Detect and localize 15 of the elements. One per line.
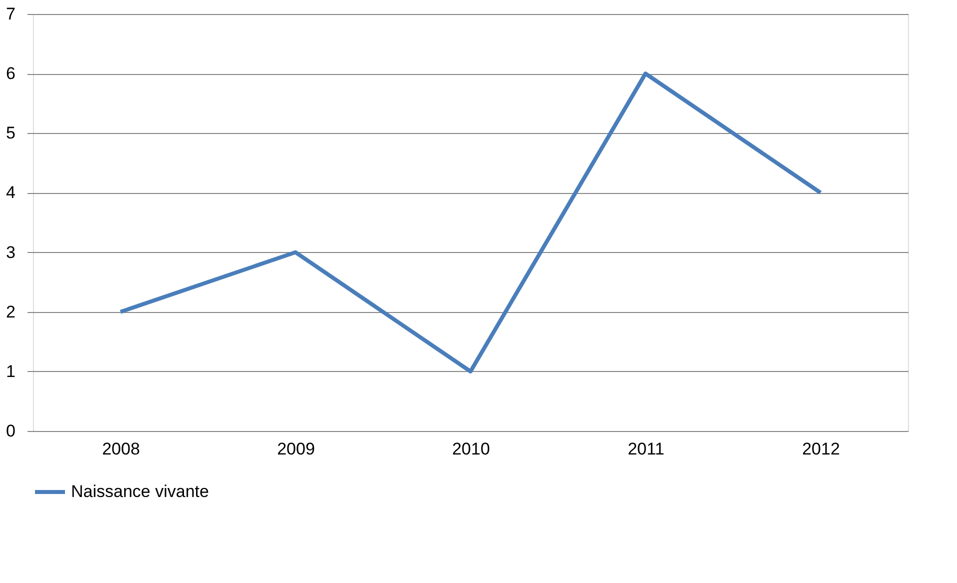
y-tick-label: 0	[6, 422, 16, 440]
y-tick-label: 3	[6, 242, 16, 262]
y-tick-label: 5	[6, 124, 16, 143]
legend-label: Naissance vivante	[71, 482, 209, 501]
x-tick-label: 2010	[452, 440, 490, 458]
x-tick-label: 2012	[802, 440, 840, 458]
y-tick-label: 4	[6, 183, 16, 202]
x-tick-label: 2011	[628, 440, 664, 458]
y-tick-label: 7	[6, 4, 16, 24]
x-tick-label: 2008	[102, 440, 140, 458]
line-series	[118, 72, 822, 374]
y-tick-label: 6	[6, 64, 16, 84]
y-tick-label: 1	[6, 362, 16, 381]
y-tick-label: 2	[6, 302, 16, 322]
x-tick-label: 2009	[277, 440, 315, 458]
